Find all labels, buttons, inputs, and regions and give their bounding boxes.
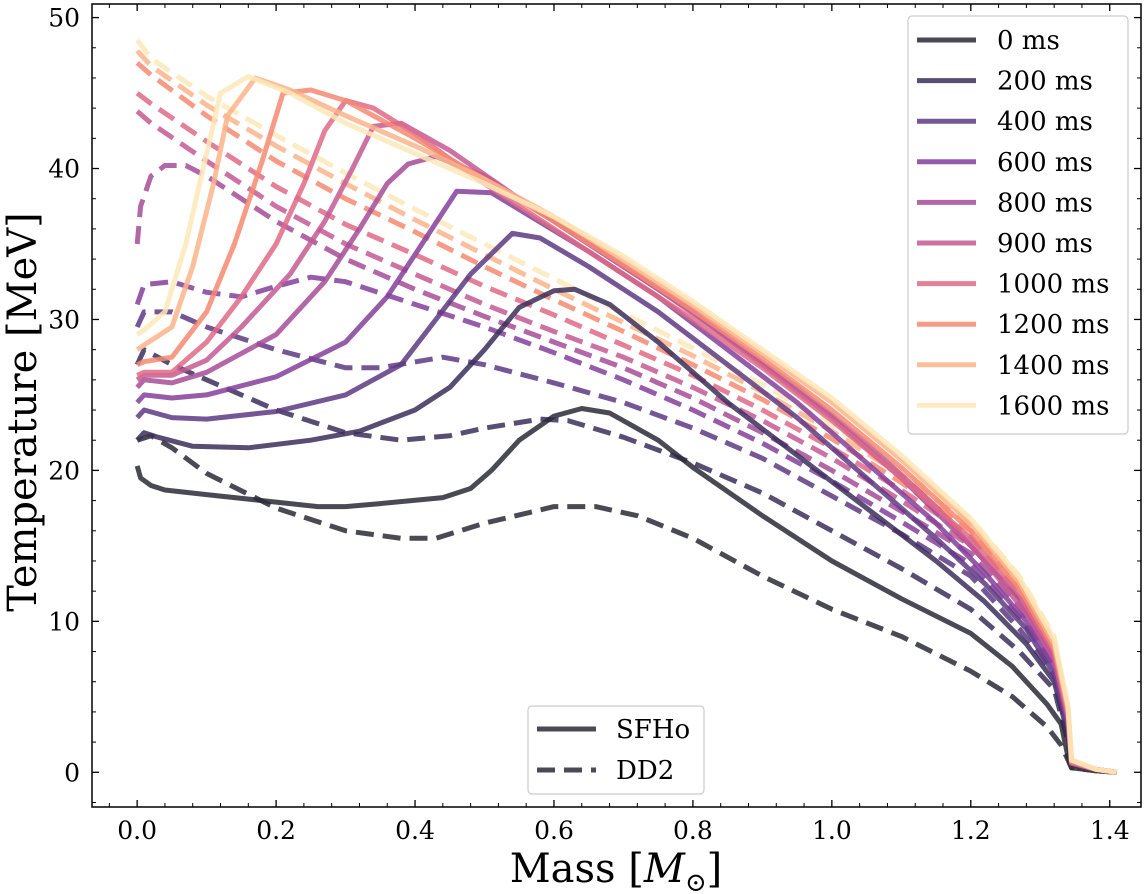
series-sfho-line <box>135 286 1118 775</box>
y-tick-label: 20 <box>48 456 80 485</box>
x-tick-label: 1.2 <box>951 816 991 845</box>
legend-eos-entries: SFHo DD2 <box>537 715 690 786</box>
x-tick-label: 1.4 <box>1090 816 1130 845</box>
x-tick-label: 0.6 <box>534 816 574 845</box>
axis-ticks <box>92 4 1141 807</box>
plot-frame <box>91 3 1142 808</box>
x-axis-label: Mass [M⊙] <box>510 846 723 894</box>
legend-time-label: 1400 ms <box>997 351 1109 381</box>
y-tick-label: 10 <box>48 607 80 636</box>
legend-time-label: 400 ms <box>997 107 1093 137</box>
legend-time-label: 0 ms <box>997 26 1060 56</box>
legend-time-label: 600 ms <box>997 148 1093 178</box>
y-tick-label: 0 <box>64 758 80 787</box>
legend-time-label: 1000 ms <box>997 270 1109 300</box>
x-tick-label: 0.8 <box>673 816 713 845</box>
y-tick-label: 40 <box>48 155 80 184</box>
series-layer <box>134 38 1118 775</box>
legend-eos: SFHo DD2 <box>527 705 705 795</box>
legend-time: 0 ms 200 ms 400 ms 600 ms 800 ms 900 ms 1000 m… <box>907 15 1129 435</box>
legend-time-entries: 0 ms 200 ms 400 ms 600 ms 800 ms 900 ms 1000 m… <box>917 26 1109 421</box>
y-tick-label: 30 <box>48 305 80 334</box>
legend-eos-label: DD2 <box>616 756 674 786</box>
axis-tick-labels: 0.0 0.2 0.4 0.6 0.8 1.0 1.2 1.4 0 10 20 30 40 50 <box>48 4 1129 845</box>
legend-time-label: 200 ms <box>997 67 1093 97</box>
legend-eos-label: SFHo <box>616 715 690 745</box>
x-tick-label: 0.4 <box>395 816 435 845</box>
x-tick-label: 1.0 <box>812 816 852 845</box>
x-tick-label: 0.0 <box>117 816 157 845</box>
legend-time-label: 1600 ms <box>997 391 1109 421</box>
x-tick-label: 0.2 <box>256 816 296 845</box>
series-sfho-line <box>135 74 1118 775</box>
legend-time-label: 900 ms <box>997 229 1093 259</box>
legend-time-label: 800 ms <box>997 188 1093 218</box>
series-sfho-line <box>134 406 1117 775</box>
y-tick-label: 50 <box>48 4 80 33</box>
legend-time-label: 1200 ms <box>997 310 1109 340</box>
y-axis-label: Temperature [MeV] <box>0 212 46 612</box>
